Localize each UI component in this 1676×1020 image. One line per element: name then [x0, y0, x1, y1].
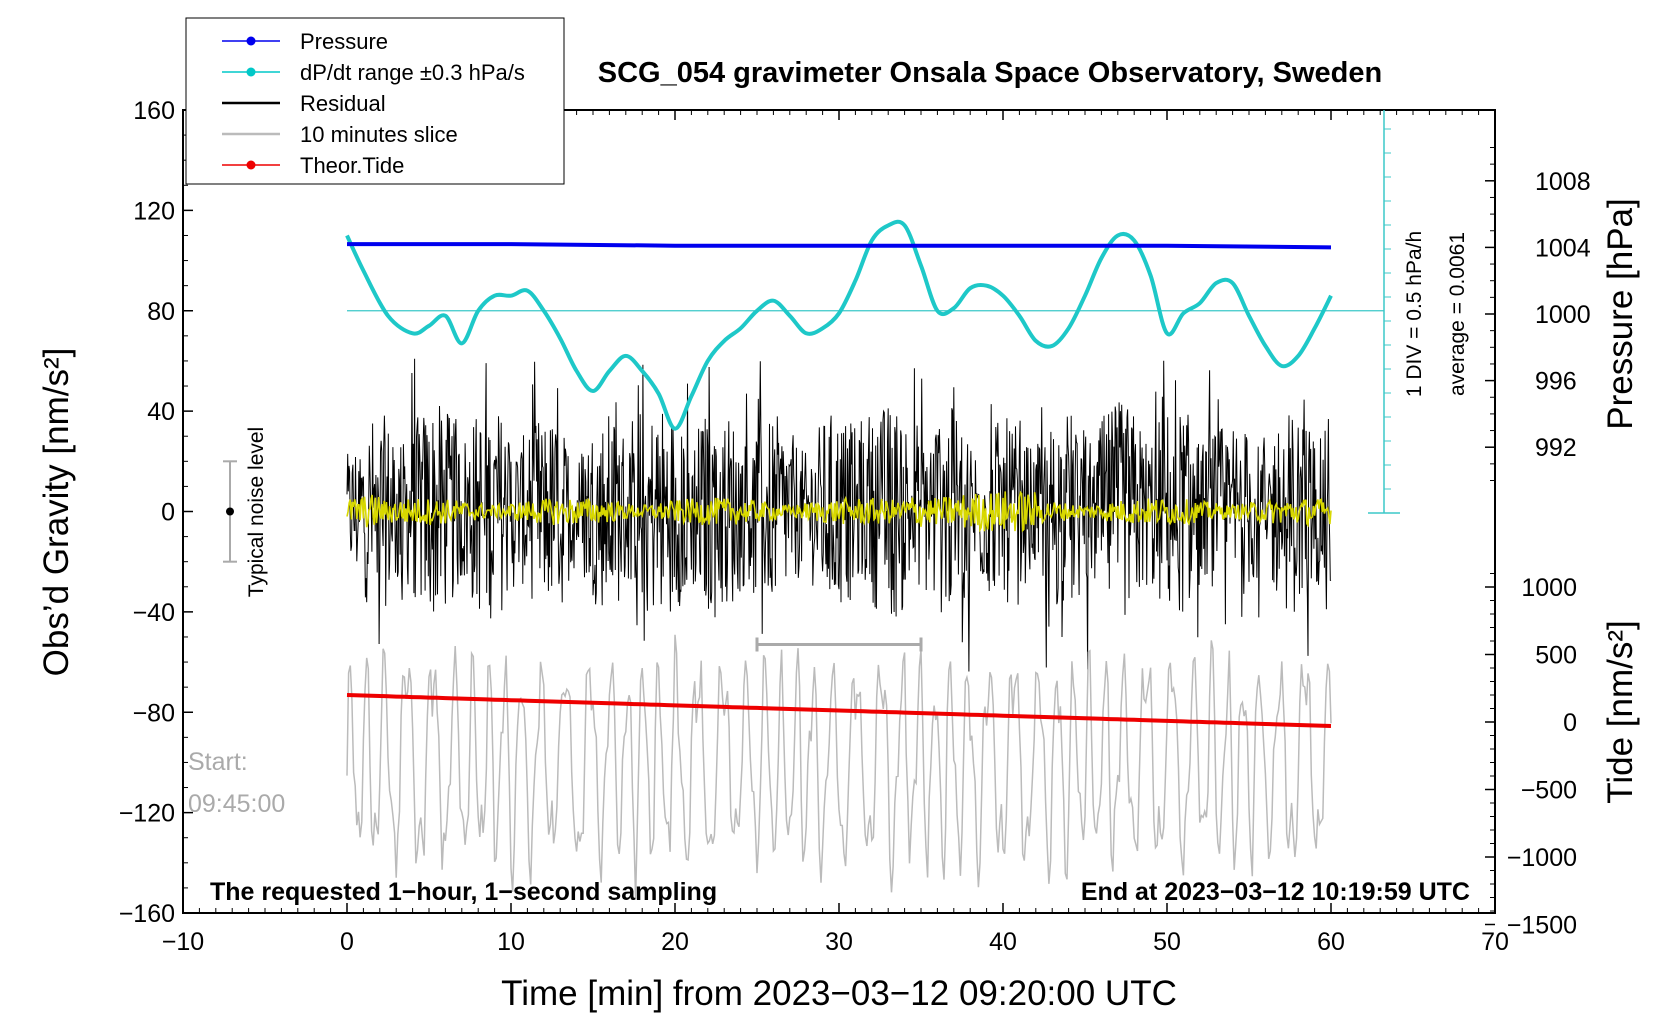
gravity-axis: 160 120 80 40 0 −40 −80 −120 −160 — [119, 97, 193, 928]
dpdt-scale-bar — [1368, 110, 1400, 514]
legend-box — [185, 17, 565, 185]
y-tick-label: 80 — [147, 298, 175, 326]
noise-dot — [226, 507, 234, 516]
smoothed-residual-line — [346, 490, 1332, 533]
legend-marker — [246, 160, 256, 170]
end-time-note: End at 2023−03−12 10:19:59 UTC — [1081, 878, 1470, 906]
legend-label: Pressure — [300, 29, 388, 54]
y-tick-label: −80 — [133, 699, 175, 727]
y-tick-label: 0 — [161, 499, 175, 527]
dpdt-line — [345, 219, 1333, 431]
tide-tick-label: −1000 — [1507, 844, 1577, 872]
tide-tick-label: −500 — [1521, 777, 1577, 805]
x-tick-label: 40 — [989, 928, 1017, 956]
dpdt-series — [345, 219, 1333, 431]
pressure-tick-label: 1008 — [1535, 168, 1591, 196]
tide-tick-label: 500 — [1535, 642, 1577, 670]
legend: Pressure dP/dt range ±0.3 hPa/s Residual 10… — [185, 17, 565, 185]
x-tick-label: 60 — [1317, 928, 1345, 956]
residual-line — [346, 358, 1332, 672]
pressure-average-text: average = 0.0061 — [1446, 232, 1469, 396]
x-tick-label: 20 — [661, 928, 689, 956]
tide-line — [346, 693, 1332, 728]
y-tick-label: 40 — [147, 398, 175, 426]
pressure-tick-label: 1000 — [1535, 301, 1591, 329]
tide-tick-label: −1500 — [1507, 912, 1577, 940]
legend-label: Theor.Tide — [300, 153, 404, 178]
tide-tick-label: 0 — [1563, 709, 1577, 737]
x-tick-label: 50 — [1153, 928, 1181, 956]
pressure-axis: 1008 1004 1000 996 992 — [1485, 147, 1591, 481]
smoothed-residual-series — [346, 490, 1332, 533]
y-axis-title: Obs’d Gravity [nm/s²] — [37, 348, 76, 677]
pressure-scale-text: 1 DIV = 0.5 hPa/h — [1403, 231, 1426, 397]
noise-label: Typical noise level — [245, 427, 268, 597]
legend-marker — [246, 36, 256, 46]
residual-series — [346, 358, 1332, 672]
tide-axis-title: Tide [nm/s²] — [1601, 620, 1640, 803]
pressure-tick-label: 996 — [1535, 368, 1577, 396]
x-axis: −10 0 10 20 30 40 50 60 70 — [162, 110, 1509, 956]
legend-marker — [246, 67, 256, 77]
y-tick-label: 160 — [133, 97, 175, 125]
y-tick-label: −120 — [119, 800, 175, 828]
legend-label: Residual — [300, 91, 386, 116]
pressure-series — [347, 242, 1332, 250]
x-tick-label: 0 — [340, 928, 354, 956]
x-axis-title: Time [min] from 2023−03−12 09:20:00 UTC — [501, 974, 1177, 1013]
theor-tide-series — [346, 693, 1332, 728]
legend-label: 10 minutes slice — [300, 122, 458, 147]
y-tick-label: 120 — [133, 197, 175, 225]
y-tick-label: −160 — [119, 900, 175, 928]
chart-title: SCG_054 gravimeter Onsala Space Observat… — [598, 57, 1382, 89]
x-tick-label: 70 — [1481, 928, 1509, 956]
pressure-axis-title: Pressure [hPa] — [1601, 198, 1640, 430]
ten-minute-slice-series — [346, 634, 1332, 900]
slice-line — [346, 634, 1332, 900]
y-tick-label: −40 — [133, 599, 175, 627]
pressure-tick-label: 992 — [1535, 434, 1577, 462]
start-time: 09:45:00 — [188, 790, 285, 818]
x-tick-label: 30 — [825, 928, 853, 956]
sampling-note: The requested 1−hour, 1−second sampling — [210, 878, 717, 906]
pressure-line — [347, 242, 1332, 250]
legend-label: dP/dt range ±0.3 hPa/s — [300, 60, 525, 85]
x-tick-label: 10 — [497, 928, 525, 956]
x-tick-label: −10 — [162, 928, 204, 956]
tide-axis: 1000 500 0 −500 −1000 −1500 — [1485, 573, 1577, 940]
tide-tick-label: 1000 — [1521, 574, 1577, 602]
start-label: Start: — [188, 748, 248, 776]
noise-level-indicator — [223, 460, 237, 563]
pressure-tick-label: 1004 — [1535, 234, 1591, 262]
slice-bracket — [755, 637, 923, 652]
